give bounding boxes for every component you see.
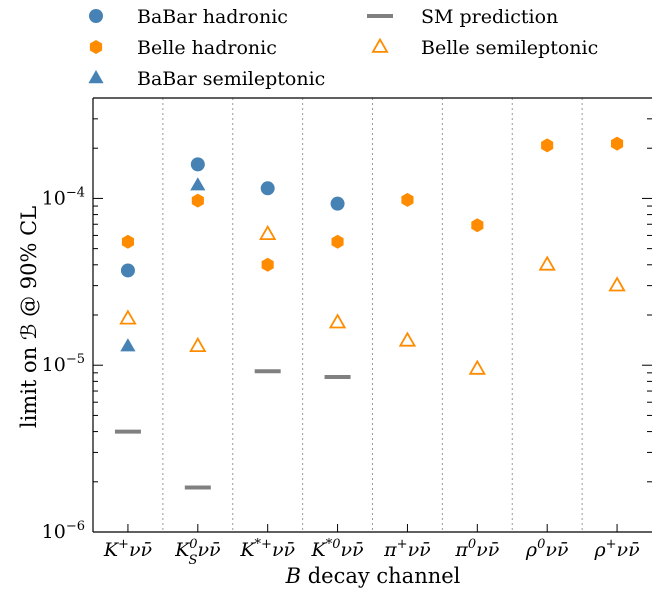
y-axis-label: limit on ℬ @ 90% CL (17, 206, 41, 428)
data-point (538, 255, 556, 271)
legend-label: Belle hadronic (137, 37, 277, 59)
data-point (121, 234, 134, 249)
data-point (261, 257, 274, 272)
x-tick-label: K*0νν̄ (311, 537, 365, 561)
y-tick-label: 10−5 (42, 352, 85, 376)
legend-marker (89, 9, 103, 23)
y-tick-label: 10−4 (42, 185, 85, 209)
x-tick-label: ρ0νν̄ (525, 537, 569, 561)
data-point (541, 138, 554, 153)
x-tick-label: π+νν̄ (383, 537, 431, 561)
data-point (260, 181, 275, 196)
data-point (401, 192, 414, 207)
data-point (119, 309, 137, 325)
y-tick-label: 10−6 (42, 519, 85, 543)
data-point (398, 331, 417, 347)
legend-label: BaBar hadronic (137, 6, 288, 28)
data-point (471, 218, 484, 233)
x-axis-label: B decay channel (285, 564, 461, 588)
legend-label: Belle semileptonic (421, 37, 598, 59)
x-tick-label: π0νν̄ (454, 537, 499, 561)
x-tick-label: K0 Sνν̄ (174, 537, 221, 568)
data-point (259, 224, 277, 241)
data-point (468, 359, 486, 375)
data-point (330, 196, 345, 211)
data-point (191, 193, 204, 208)
legend-marker (88, 70, 104, 84)
data-point (608, 276, 626, 292)
data-point (190, 177, 206, 191)
data-point (611, 136, 624, 151)
data-point (190, 157, 205, 172)
legend-label: SM prediction (421, 6, 558, 28)
data-point (328, 313, 347, 329)
data-point (120, 338, 136, 352)
data-point (331, 234, 344, 249)
legend-marker (371, 37, 389, 53)
plot-area: 10−6 10−5 10−4 K+νν̄ K0 Sνν̄ K*+νν̄ K*0νν̄ π+νν̄… (42, 97, 652, 568)
x-tick-label: K+νν̄ (103, 537, 153, 561)
data-point (189, 336, 207, 353)
x-tick-label: ρ+νν̄ (593, 537, 640, 561)
legend: BaBar hadronic Belle hadronic BaBar semile… (88, 6, 598, 90)
legend-label: BaBar semileptonic (137, 68, 325, 90)
legend-marker (89, 40, 103, 54)
data-point (120, 263, 135, 278)
x-tick-label: K*+νν̄ (239, 537, 295, 561)
